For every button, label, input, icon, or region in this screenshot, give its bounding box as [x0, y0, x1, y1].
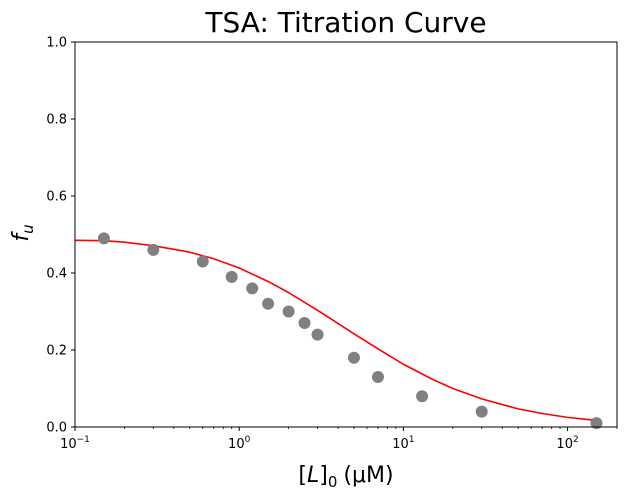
data-point: [262, 297, 275, 310]
data-point: [298, 317, 311, 330]
y-tick-label: 0.0: [46, 421, 67, 436]
x-axis-label-subscript: 0: [328, 473, 338, 491]
data-point: [97, 232, 110, 245]
x-tick-label-exponent: −1: [77, 435, 90, 445]
x-tick-label: 101: [392, 435, 414, 452]
plot-background: [75, 42, 617, 427]
x-tick-label-exponent: 0: [245, 435, 251, 445]
y-tick-label: 0.6: [46, 190, 67, 205]
x-tick-label-base: 10: [60, 437, 77, 452]
y-tick-label: 0.2: [46, 344, 67, 359]
x-tick-label: 10−1: [60, 435, 90, 452]
x-tick-label-base: 10: [556, 437, 573, 452]
data-point: [347, 351, 360, 364]
y-tick-label: 0.8: [46, 113, 67, 128]
y-axis-label-base: f: [9, 231, 34, 242]
y-tick-label: 1.0: [46, 36, 67, 51]
x-tick-label-exponent: 1: [409, 435, 415, 445]
x-axis-label-variable: L: [307, 463, 319, 488]
x-axis-label-bracket-close: ]: [319, 463, 328, 488]
x-tick-label-base: 10: [228, 437, 245, 452]
x-axis-ticks: 10−1 100 101 102: [60, 427, 618, 452]
x-axis-label: [L]0 (μM): [298, 463, 393, 491]
data-point: [311, 328, 324, 341]
data-point: [147, 243, 160, 256]
data-point: [196, 255, 209, 268]
y-axis-label-subscript: u: [19, 224, 37, 234]
data-point: [590, 417, 603, 430]
x-axis-label-bracket-open: [: [298, 463, 307, 488]
data-point: [416, 390, 429, 403]
y-axis-label: fu: [9, 224, 37, 241]
axes-frame: [74, 41, 618, 428]
x-tick-label: 100: [228, 435, 251, 452]
data-point: [246, 282, 259, 295]
plot-area: [74, 41, 618, 430]
x-tick-label: 102: [556, 435, 578, 452]
x-tick-label-base: 10: [392, 437, 409, 452]
x-axis-label-unit: (μM): [343, 463, 393, 488]
chart-title: TSA: Titration Curve: [204, 6, 486, 39]
data-point: [371, 370, 384, 383]
y-axis-ticks: 0.0 0.2 0.4 0.6 0.8 1.0: [46, 36, 75, 436]
y-tick-label: 0.4: [46, 267, 67, 282]
x-tick-label-exponent: 2: [573, 435, 579, 445]
data-point: [282, 305, 295, 318]
data-point: [475, 405, 488, 418]
fit-curve: [74, 239, 597, 422]
data-point: [225, 270, 238, 283]
